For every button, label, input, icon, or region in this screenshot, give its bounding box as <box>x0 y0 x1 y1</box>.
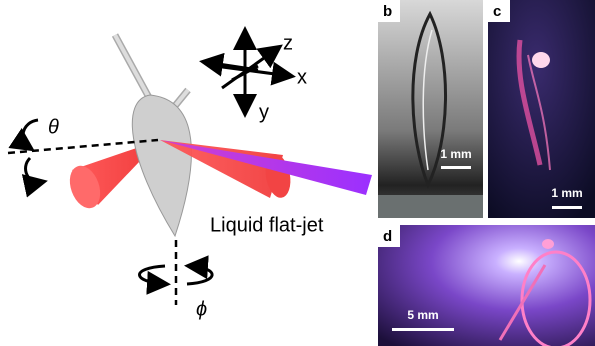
angle-label: θ <box>48 116 59 138</box>
angle-label: ϕ <box>196 298 207 320</box>
schematic: z x y θ ϕ Liquid flat-jet <box>8 32 372 320</box>
panel-b: b 1 mm <box>378 0 483 218</box>
scale-bar-label: 1 mm <box>440 147 471 161</box>
axis-label: x <box>297 66 307 88</box>
scale-bar-label: 1 mm <box>551 186 582 200</box>
panel-letter: b <box>383 3 392 20</box>
panel-letter: c <box>493 3 501 20</box>
axis-label: y <box>259 101 269 123</box>
panel-letter: d <box>383 228 392 245</box>
figure: z x y θ ϕ Liquid flat-jet b 1 mm c 1 mm … <box>0 0 595 346</box>
jet-label: Liquid flat-jet <box>210 214 324 236</box>
panel-c: c 1 mm <box>488 0 595 218</box>
scale-bar-label: 5 mm <box>407 308 438 322</box>
panel-d: d 5 mm <box>378 225 595 346</box>
axis-label: z <box>283 32 293 54</box>
